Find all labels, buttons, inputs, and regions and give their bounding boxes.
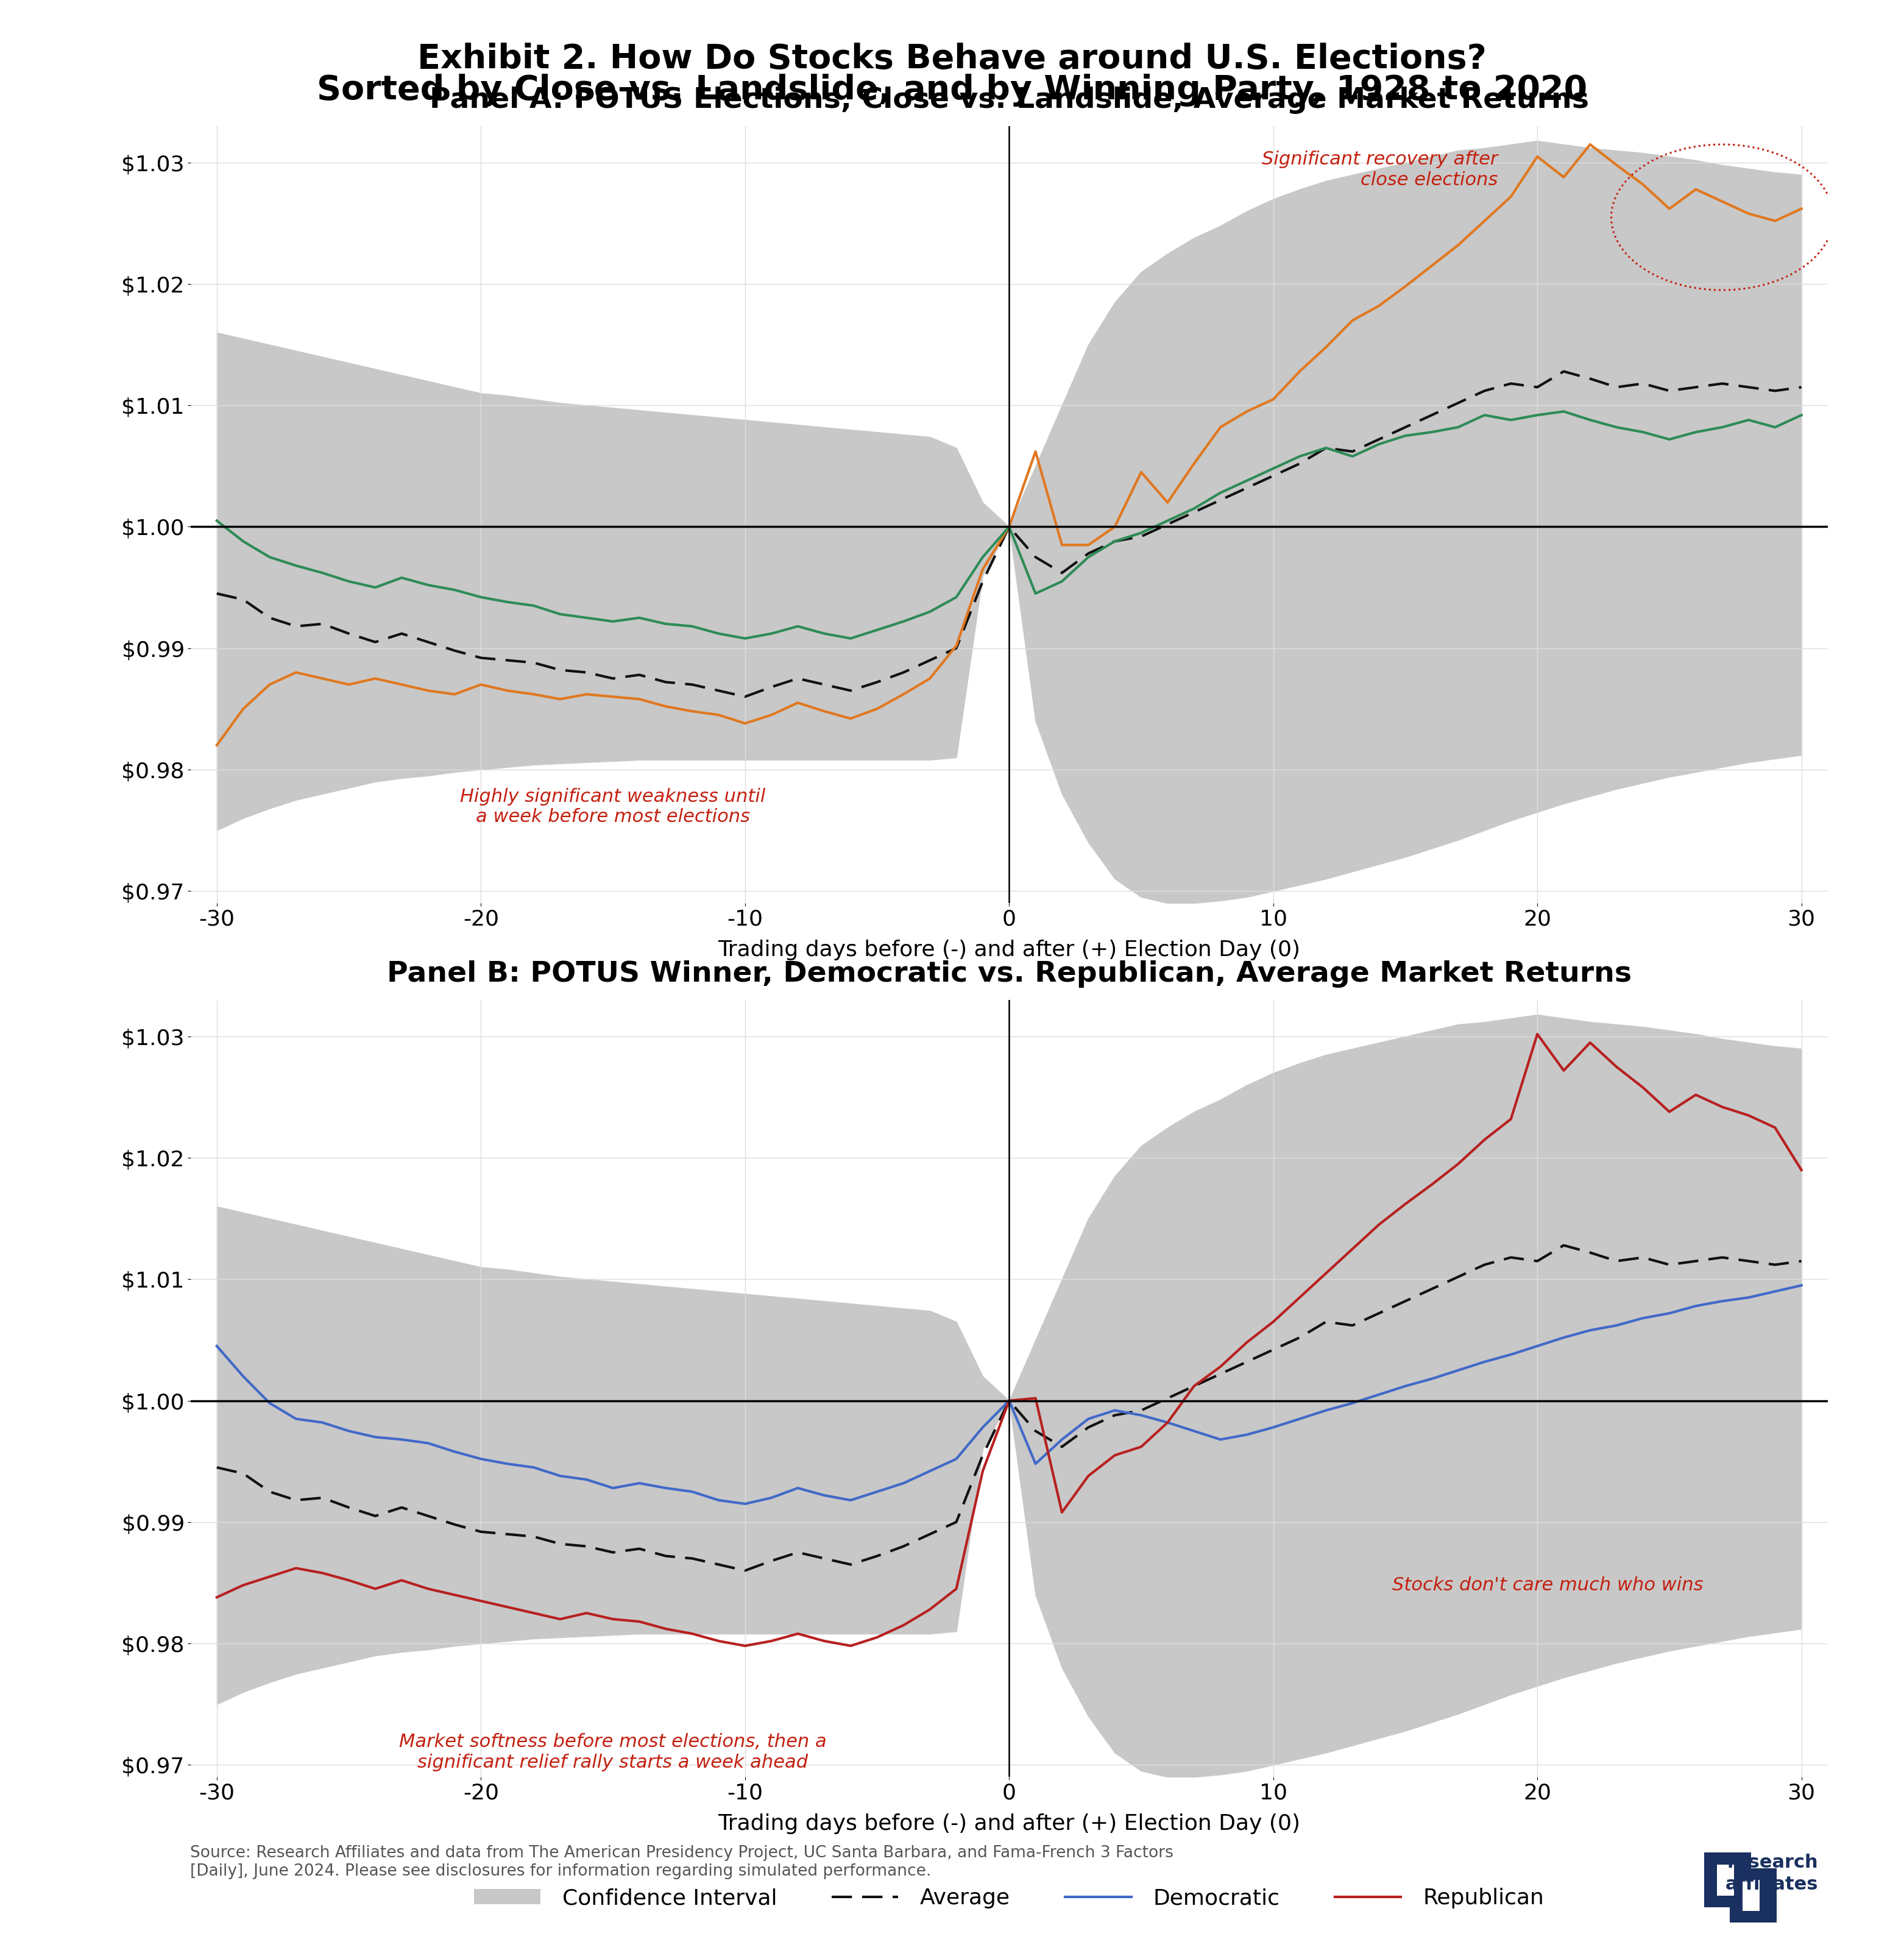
- Text: research
affiliates: research affiliates: [1725, 1855, 1818, 1893]
- X-axis label: Trading days before (-) and after (+) Election Day (0): Trading days before (-) and after (+) El…: [718, 1814, 1300, 1835]
- Text: Significant recovery after
close elections: Significant recovery after close electio…: [1262, 151, 1498, 188]
- X-axis label: Trading days before (-) and after (+) Election Day (0): Trading days before (-) and after (+) El…: [718, 940, 1300, 961]
- Legend: Confidence Interval, Average, Close, Landslide: Confidence Interval, Average, Close, Lan…: [506, 1006, 1512, 1043]
- Bar: [1742, 1880, 1759, 1911]
- Text: Stocks don't care much who wins: Stocks don't care much who wins: [1392, 1577, 1702, 1594]
- Title: Panel B: POTUS Winner, Democratic vs. Republican, Average Market Returns: Panel B: POTUS Winner, Democratic vs. Re…: [387, 959, 1632, 988]
- Text: Highly significant weakness until
a week before most elections: Highly significant weakness until a week…: [461, 788, 765, 825]
- Bar: [1731, 1868, 1776, 1923]
- Title: Panel A: POTUS Elections, Close vs. Landslide, Average Market Returns: Panel A: POTUS Elections, Close vs. Land…: [430, 85, 1588, 115]
- Legend: Confidence Interval, Average, Democratic, Republican: Confidence Interval, Average, Democratic…: [465, 1880, 1554, 1917]
- Bar: [1717, 1864, 1735, 1895]
- Text: Market softness before most elections, then a
significant relief rally starts a : Market softness before most elections, t…: [400, 1732, 826, 1771]
- Text: Source: Research Affiliates and data from The American Presidency Project, UC Sa: Source: Research Affiliates and data fro…: [190, 1845, 1173, 1880]
- Text: Sorted by Close vs. Landslide, and by Winning Party, 1928 to 2020: Sorted by Close vs. Landslide, and by Wi…: [316, 74, 1588, 107]
- Bar: [1704, 1853, 1752, 1907]
- Text: Exhibit 2. How Do Stocks Behave around U.S. Elections?: Exhibit 2. How Do Stocks Behave around U…: [417, 43, 1487, 76]
